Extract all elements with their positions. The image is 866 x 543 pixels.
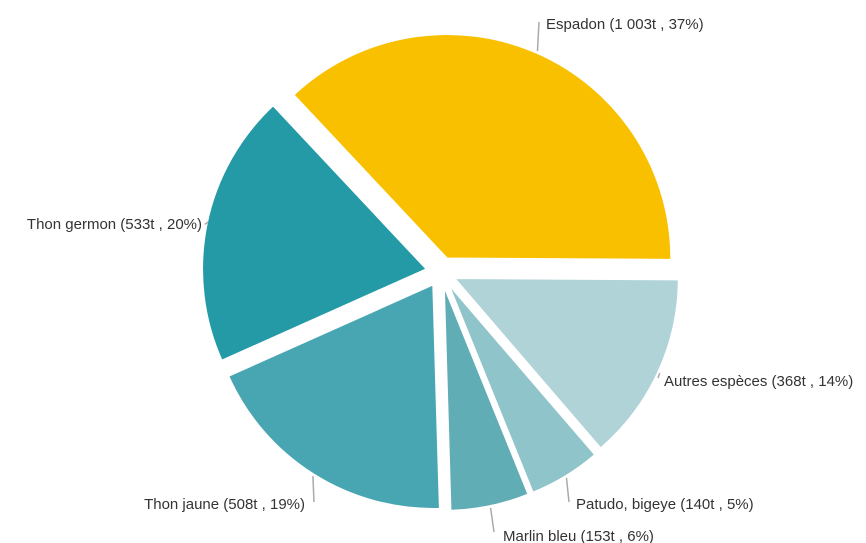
leader-patudo-bigeye [565, 477, 570, 503]
label-autres-especes: Autres espèces (368t , 14%) [664, 373, 853, 390]
leader-espadon [536, 21, 540, 52]
leader-autres-especes [657, 372, 661, 379]
leader-thon-germon [204, 221, 209, 226]
slice-espadon [292, 33, 672, 261]
slice-marlin-bleu [443, 286, 530, 512]
leader-thon-jaune [312, 476, 315, 503]
slice-thon-jaune [227, 283, 441, 510]
label-thon-germon: Thon germon (533t , 20%) [27, 216, 202, 233]
pie-slices [201, 33, 680, 512]
pie-leader-lines [204, 21, 661, 533]
slice-thon-germon [201, 104, 428, 362]
label-thon-jaune: Thon jaune (508t , 19%) [144, 496, 305, 513]
label-marlin-bleu: Marlin bleu (153t , 6%) [503, 528, 654, 543]
pie-labels: Espadon (1 003t , 37%) Autres espèces (3… [27, 16, 853, 543]
label-patudo-bigeye: Patudo, bigeye (140t , 5%) [576, 496, 754, 513]
label-espadon: Espadon (1 003t , 37%) [546, 16, 704, 33]
leader-marlin-bleu [489, 507, 495, 533]
slice-autres-especes [452, 277, 680, 450]
slice-patudo-bigeye [448, 284, 596, 494]
